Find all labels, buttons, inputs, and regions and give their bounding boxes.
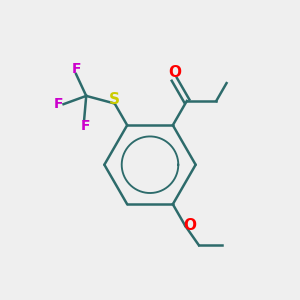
Text: F: F bbox=[71, 62, 81, 76]
Text: O: O bbox=[183, 218, 196, 233]
Text: S: S bbox=[109, 92, 120, 106]
Text: O: O bbox=[168, 65, 181, 80]
Text: F: F bbox=[81, 119, 90, 133]
Text: F: F bbox=[53, 97, 63, 111]
